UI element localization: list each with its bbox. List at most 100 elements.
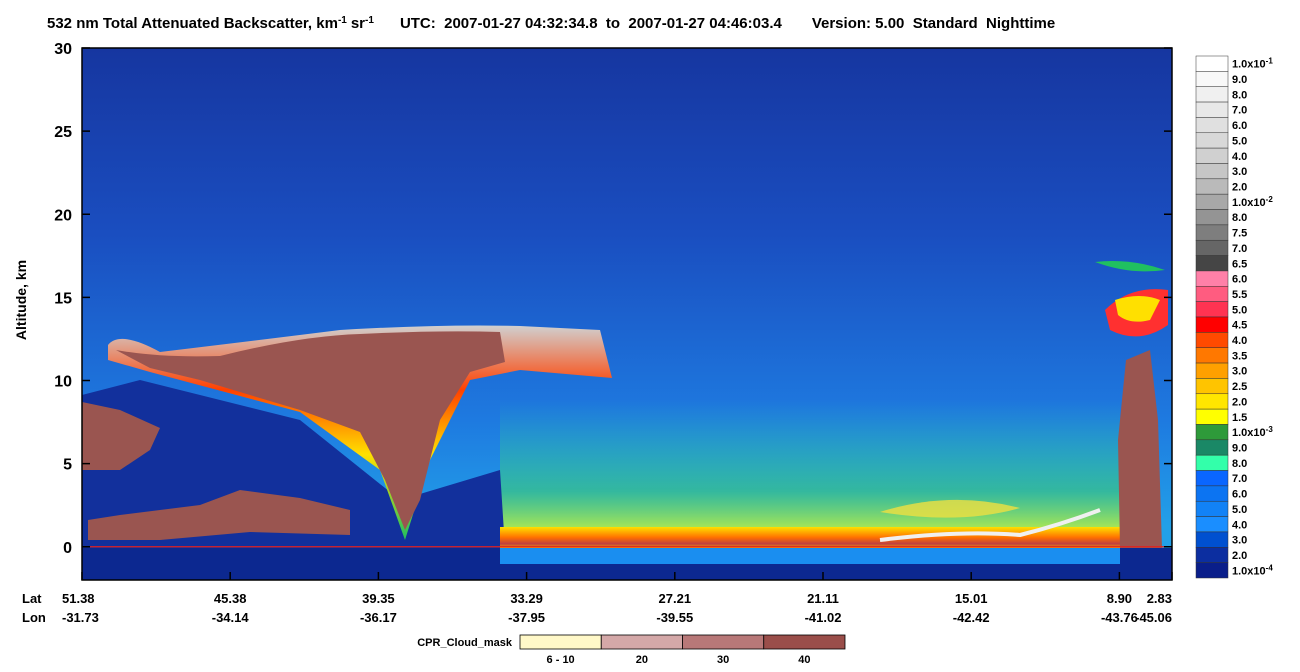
cloud bbox=[88, 490, 350, 540]
colorbar-label-text: 8.0 bbox=[1232, 458, 1247, 470]
title-text: UTC: 2007-01-27 04:32:34.8 to 2007-01-27… bbox=[400, 15, 783, 32]
colorbar-label: 8.0 bbox=[1232, 458, 1247, 470]
surface-return bbox=[500, 527, 1120, 548]
colorbar-label-text: 6.5 bbox=[1232, 258, 1247, 270]
cloud-mask-label: 40 bbox=[798, 654, 810, 666]
colorbar-swatch bbox=[1195, 378, 1229, 395]
title-text: Version: 5.00 Standard Nighttime bbox=[812, 15, 1055, 32]
colorbar-label-text: 6.0 bbox=[1232, 274, 1247, 286]
colorbar-label: 5.0 bbox=[1232, 504, 1247, 516]
colorbar-label-sup: -4 bbox=[1266, 563, 1274, 572]
colorbar-label-text: 8.0 bbox=[1232, 212, 1247, 224]
x-tick-label: -31.73 bbox=[62, 610, 99, 625]
colorbar-label: 1.5 bbox=[1232, 412, 1247, 424]
colorbar-label-text: 4.5 bbox=[1232, 320, 1247, 332]
colorbar-swatch bbox=[1195, 562, 1229, 579]
x-tick-label: 51.38 bbox=[62, 591, 95, 606]
colorbar-swatch bbox=[1195, 117, 1229, 134]
cloud-mask-swatch bbox=[682, 634, 765, 650]
colorbar-swatch bbox=[1195, 547, 1229, 563]
y-axis-label: Altitude, km bbox=[13, 260, 29, 340]
colorbar-label: 3.0 bbox=[1232, 166, 1247, 178]
cloud-mask-title: CPR_Cloud_mask bbox=[417, 637, 513, 649]
colorbar-swatch bbox=[1195, 500, 1229, 517]
x-tick-label: -42.42 bbox=[953, 610, 990, 625]
colorbar-label: 4.0 bbox=[1232, 519, 1247, 531]
x-tick-label: 2.83 bbox=[1147, 591, 1172, 606]
cloud-mask-label: 6 - 10 bbox=[547, 654, 575, 666]
title-sup: -1 bbox=[338, 15, 347, 26]
colorbar-label-text: 7.0 bbox=[1232, 473, 1247, 485]
colorbar-swatch bbox=[1195, 239, 1229, 256]
colorbar-label-text: 4.0 bbox=[1232, 335, 1247, 347]
colorbar-label: 2.0 bbox=[1232, 396, 1247, 408]
colorbar-swatch bbox=[1195, 485, 1229, 502]
x-tick-label: 33.29 bbox=[510, 591, 543, 606]
cloud-mask-swatch bbox=[600, 634, 683, 650]
colorbar-label: 6.0 bbox=[1232, 120, 1247, 132]
colorbar-label: 1.0x10-4 bbox=[1232, 563, 1273, 578]
x-tick-label: 21.11 bbox=[807, 591, 839, 606]
y-tick-label: 15 bbox=[54, 290, 72, 307]
y-tick-label: 20 bbox=[54, 207, 72, 224]
cloud-mask-swatch bbox=[519, 634, 602, 650]
chart-title: 532 nm Total Attenuated Backscatter, km-… bbox=[47, 15, 1055, 33]
colorbar-swatch bbox=[1195, 393, 1229, 410]
colorbar-swatch bbox=[1195, 71, 1229, 87]
x-row-label: Lon bbox=[22, 610, 46, 625]
x-tick-label: 45.38 bbox=[214, 591, 247, 606]
colorbar-label: 7.0 bbox=[1232, 243, 1247, 255]
colorbar-label-text: 8.0 bbox=[1232, 89, 1247, 101]
colorbar-label: 1.0x10-3 bbox=[1232, 425, 1273, 440]
colorbar-label: 8.0 bbox=[1232, 89, 1247, 101]
colorbar-label-text: 5.5 bbox=[1232, 289, 1247, 301]
plot-frame bbox=[81, 47, 1173, 581]
colorbar-label-text: 9.0 bbox=[1232, 443, 1247, 455]
colorbar-swatch bbox=[1195, 347, 1229, 364]
x-tick-label: -39.55 bbox=[656, 610, 693, 625]
cloud-fringe bbox=[1095, 261, 1165, 272]
colorbar-label: 7.0 bbox=[1232, 473, 1247, 485]
colorbar-label: 2.0 bbox=[1232, 550, 1247, 562]
colorbar-label: 5.0 bbox=[1232, 304, 1247, 316]
y-tick-label: 5 bbox=[63, 457, 72, 474]
colorbar-label-text: 4.0 bbox=[1232, 151, 1247, 163]
cloud-mask-swatch bbox=[763, 634, 846, 650]
colorbar-swatch bbox=[1195, 301, 1229, 318]
y-tick-label: 30 bbox=[54, 41, 72, 58]
x-tick-label: 39.35 bbox=[362, 591, 395, 606]
colorbar-swatch bbox=[1195, 147, 1229, 164]
x-tick-label: -36.17 bbox=[360, 610, 397, 625]
x-tick-label: 15.01 bbox=[955, 591, 988, 606]
colorbar-swatch bbox=[1195, 454, 1229, 471]
colorbar-label: 3.0 bbox=[1232, 535, 1247, 547]
colorbar-label-text: 1.5 bbox=[1232, 412, 1247, 424]
colorbar-label-text: 2.0 bbox=[1232, 396, 1247, 408]
colorbar-swatch bbox=[1195, 470, 1229, 487]
colorbar-swatch bbox=[1195, 362, 1229, 379]
colorbar-label: 4.5 bbox=[1232, 320, 1247, 332]
colorbar-label: 1.0x10-2 bbox=[1232, 194, 1273, 209]
colorbar-label-text: 1.0x10 bbox=[1232, 197, 1266, 209]
colorbar-label-text: 3.0 bbox=[1232, 166, 1247, 178]
colorbar-label: 4.0 bbox=[1232, 151, 1247, 163]
title-text: 532 nm Total Attenuated Backscatter, km bbox=[47, 15, 338, 32]
colorbar-swatch bbox=[1195, 332, 1229, 348]
colorbar-label: 6.0 bbox=[1232, 489, 1247, 501]
cloud bbox=[82, 402, 160, 470]
x-tick-label: 27.21 bbox=[659, 591, 692, 606]
colorbar-label: 8.0 bbox=[1232, 212, 1247, 224]
y-tick-label: 0 bbox=[63, 540, 72, 557]
colorbar-swatch bbox=[1195, 193, 1229, 210]
title-sup: -1 bbox=[365, 15, 374, 26]
colorbar-label: 3.5 bbox=[1232, 350, 1247, 362]
colorbar-label-text: 7.0 bbox=[1232, 243, 1247, 255]
colorbar-label: 2.0 bbox=[1232, 182, 1247, 194]
colorbar-label-text: 2.5 bbox=[1232, 381, 1247, 393]
colorbar-label-text: 2.0 bbox=[1232, 182, 1247, 194]
cloud bbox=[116, 331, 505, 530]
colorbar-label: 7.5 bbox=[1232, 228, 1247, 240]
colorbar-label-text: 6.0 bbox=[1232, 489, 1247, 501]
y-tick-label: 25 bbox=[54, 124, 72, 141]
